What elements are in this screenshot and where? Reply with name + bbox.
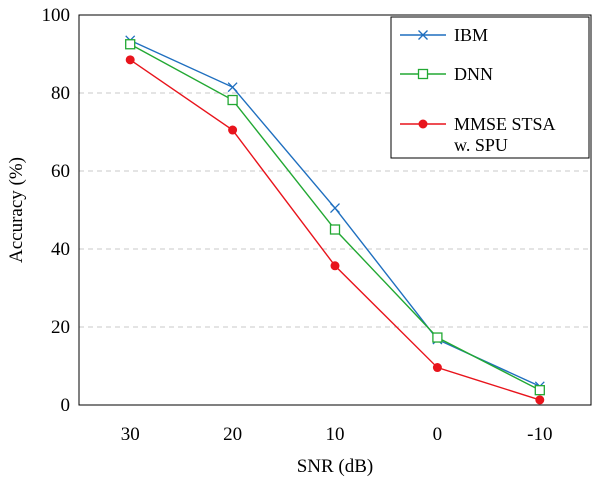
x-axis-title: SNR (dB) — [297, 456, 374, 477]
data-point — [534, 385, 545, 396]
data-point — [227, 82, 238, 93]
legend-marker — [418, 30, 428, 40]
x-tick-label: 20 — [223, 424, 242, 445]
data-point — [125, 55, 135, 65]
legend-entry-2: DNN — [400, 64, 493, 84]
data-series — [125, 35, 545, 405]
plot-area-frame — [78, 14, 592, 406]
legend-marker — [417, 68, 429, 80]
legend-label: IBM — [454, 25, 488, 45]
legend-box — [390, 16, 590, 159]
y-tick-labels: 0 20 40 60 80 100 — [42, 5, 71, 416]
x-tick-label: 0 — [433, 424, 443, 445]
y-tick-label: 80 — [51, 83, 70, 104]
x-tick-label: -10 — [527, 424, 552, 445]
legend-label: DNN — [454, 64, 493, 84]
x-tick-labels: 30 20 10 0 -10 — [121, 424, 553, 445]
data-point — [329, 224, 341, 235]
data-point — [125, 39, 136, 50]
series-2 — [125, 39, 545, 396]
y-axis-title: Accuracy (%) — [6, 157, 27, 263]
data-point — [330, 203, 340, 214]
x-tick-label: 10 — [326, 424, 345, 445]
y-tick-label: 40 — [51, 239, 70, 260]
x-tick-label: 30 — [121, 424, 140, 445]
y-tick-label: 20 — [51, 317, 70, 338]
y-tick-label: 60 — [51, 161, 70, 182]
data-point — [330, 261, 340, 271]
legend-marker — [418, 119, 428, 129]
legend-entry-1: IBM — [400, 25, 488, 45]
data-point — [432, 332, 443, 343]
data-point — [535, 395, 545, 405]
legend-label: w. SPU — [454, 135, 508, 155]
series-3 — [125, 55, 545, 405]
y-tick-label: 100 — [42, 5, 71, 26]
data-point — [228, 125, 238, 135]
y-tick-label: 0 — [61, 395, 71, 416]
data-point — [432, 363, 442, 373]
legend-label: MMSE STSA — [454, 114, 556, 134]
data-point — [227, 94, 238, 106]
